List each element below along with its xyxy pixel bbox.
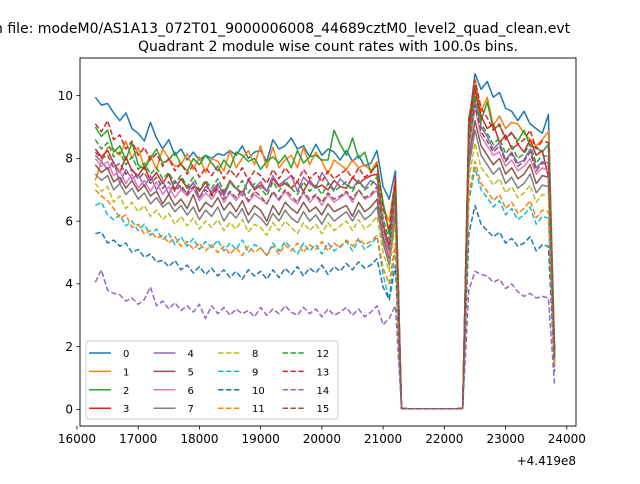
legend-label-14: 14 — [317, 386, 330, 397]
y-tick-label: 10 — [58, 89, 73, 103]
legend-label-15: 15 — [317, 404, 330, 415]
x-tick-label: 23000 — [486, 432, 524, 446]
x-tick-label: 19000 — [242, 432, 280, 446]
axis-layer: 16000 17000 18000 19000 20000 21000 22000 23000… — [58, 89, 586, 446]
y-tick-label: 4 — [65, 277, 73, 291]
legend-label-13: 13 — [317, 367, 330, 378]
x-tick-label: 16000 — [58, 432, 96, 446]
series-line-10 — [95, 204, 556, 410]
legend-label-3: 3 — [123, 404, 129, 415]
y-tick-label: 8 — [65, 152, 73, 166]
series-line-15 — [94, 104, 556, 410]
y-tick-label: 6 — [65, 214, 73, 228]
series-line-14 — [94, 269, 556, 410]
x-tick-label: 17000 — [119, 432, 157, 446]
legend-label-10: 10 — [252, 386, 265, 397]
legend-label-11: 11 — [252, 404, 265, 415]
series-line-5 — [94, 119, 556, 410]
legend-label-9: 9 — [252, 367, 258, 378]
y-tick-label: 2 — [65, 340, 73, 354]
series-layer — [94, 72, 556, 410]
x-tick-label: 18000 — [180, 432, 218, 446]
x-tick-label: 21000 — [364, 432, 402, 446]
series-line-6 — [94, 107, 556, 410]
legend-frame — [85, 340, 339, 420]
legend-label-7: 7 — [188, 404, 194, 415]
series-line-7 — [94, 129, 556, 410]
y-tick-label: 0 — [65, 403, 73, 417]
chart-title: Quadrant 2 module wise count rates with … — [138, 39, 518, 55]
legend-label-5: 5 — [188, 367, 194, 378]
legend-label-6: 6 — [188, 386, 194, 397]
x-tick-label: 20000 — [303, 432, 341, 446]
legend-label-4: 4 — [188, 349, 194, 360]
legend-label-2: 2 — [123, 386, 129, 397]
plot-area-frame — [79, 57, 577, 427]
legend-label-12: 12 — [317, 349, 330, 360]
series-line-3 — [94, 88, 556, 410]
x-tick-label: 22000 — [425, 432, 463, 446]
series-line-11 — [94, 160, 556, 410]
series-line-9 — [94, 167, 556, 410]
figure-suptitle: n file: modeM0/AS1A13_072T01_9000006008_… — [0, 21, 571, 37]
series-line-0 — [94, 72, 556, 410]
series-line-13 — [94, 79, 556, 410]
legend-label-0: 0 — [123, 349, 129, 360]
series-line-8 — [94, 141, 556, 410]
x-tick-label: 24000 — [548, 432, 586, 446]
series-line-12 — [94, 94, 556, 410]
x-axis-offset-label: +4.419e8 — [517, 454, 576, 468]
legend-label-1: 1 — [123, 367, 129, 378]
legend-label-8: 8 — [252, 349, 258, 360]
